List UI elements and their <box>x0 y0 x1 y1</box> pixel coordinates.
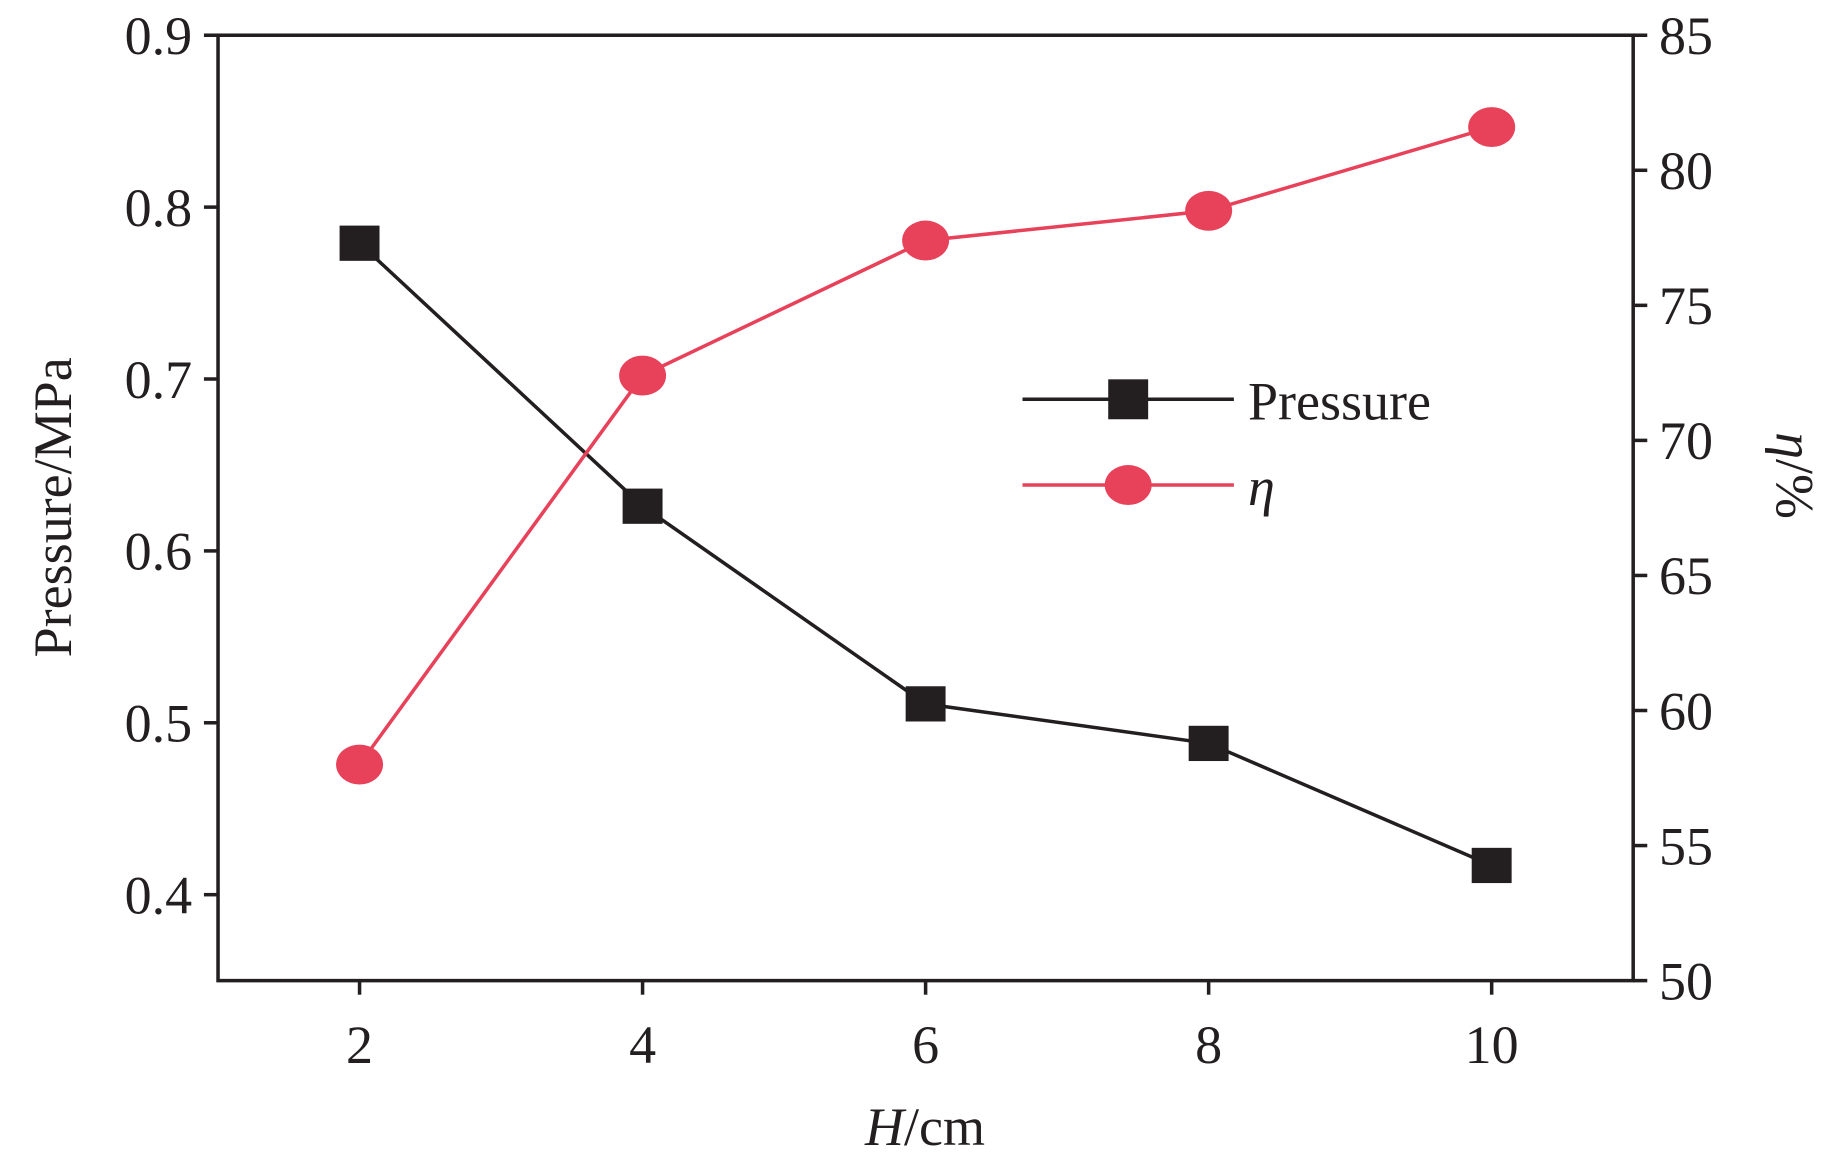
legend-label-pressure: Pressure <box>1248 371 1431 431</box>
y-right-tick-label: 65 <box>1659 546 1713 606</box>
eta-point <box>1468 107 1516 148</box>
y-axis-right-label: η/% <box>1764 432 1824 519</box>
eta-point <box>1185 190 1233 231</box>
y-left-tick-label: 0.7 <box>125 350 193 410</box>
pressure-point <box>905 686 946 722</box>
x-tick-label: 2 <box>346 1015 373 1075</box>
eta-point <box>619 355 667 396</box>
legend: Pressure η <box>1022 371 1431 517</box>
x-tick-label: 6 <box>912 1015 939 1075</box>
y-left-tick-label: 0.5 <box>125 694 193 754</box>
y-left-tick-label: 0.6 <box>125 522 193 582</box>
y-right-tick-label: 50 <box>1659 951 1713 1011</box>
x-axis-label: H/cm <box>864 1097 985 1157</box>
y-left-tick-label: 0.9 <box>125 6 193 66</box>
x-tick-label: 10 <box>1465 1015 1519 1075</box>
y-right-tick-label: 55 <box>1659 816 1713 876</box>
eta-point <box>336 744 384 785</box>
y-right-tick-label: 85 <box>1659 6 1713 66</box>
series-line-pressure <box>358 241 1493 868</box>
legend-marker-eta <box>1104 465 1152 505</box>
y-axis-left-label: Pressure/MPa <box>23 357 83 657</box>
x-tick-label: 4 <box>629 1015 656 1075</box>
y-left-tick-label: 0.4 <box>125 865 193 925</box>
x-tick-label: 8 <box>1195 1015 1222 1075</box>
y-left-tick-label: 0.8 <box>125 178 193 238</box>
pressure-point <box>1188 725 1229 762</box>
y-right-tick-label: 80 <box>1659 141 1713 201</box>
legend-label-eta: η <box>1248 457 1275 517</box>
y-right-tick-label: 70 <box>1659 411 1713 471</box>
pressure-point <box>339 225 380 261</box>
pressure-point <box>622 488 663 524</box>
y-right-tick-label: 75 <box>1659 276 1713 336</box>
eta-point <box>902 220 950 261</box>
legend-marker-pressure <box>1108 379 1149 420</box>
y-right-tick-label: 60 <box>1659 681 1713 741</box>
plot-frame <box>216 33 1635 983</box>
pressure-point <box>1471 847 1512 884</box>
